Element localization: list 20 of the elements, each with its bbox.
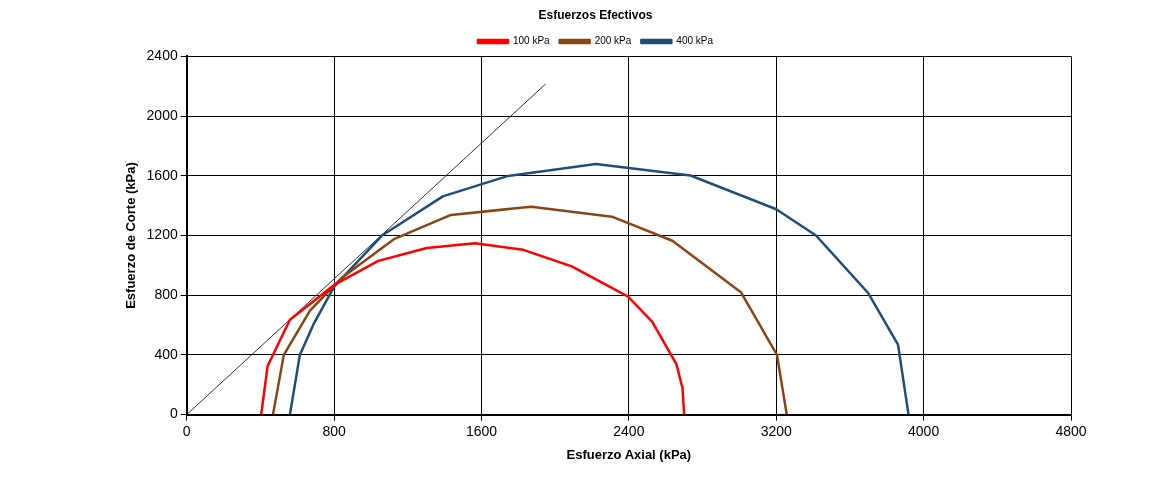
y-tick-label: 1200: [146, 226, 178, 243]
legend-label: 400 kPa: [676, 35, 714, 47]
x-axis-title: Esfuerzo Axial (kPa): [566, 446, 692, 462]
y-axis-title: Esfuerzo de Corte (kPa): [123, 162, 139, 309]
chart-title: Esfuerzos Efectivos: [538, 7, 653, 22]
legend-label: 100 kPa: [512, 35, 551, 47]
x-tick-label: 3200: [760, 422, 793, 439]
x-tick-label: 4000: [908, 422, 940, 439]
y-tick-label: 2400: [146, 47, 178, 64]
x-tick-label: 800: [322, 422, 347, 439]
x-tick-label: 1600: [465, 422, 498, 439]
y-tick-label: 0: [169, 405, 178, 422]
y-tick-label: 400: [154, 345, 178, 362]
x-tick-label: 2400: [613, 422, 645, 439]
x-tick-label: 4800: [1055, 422, 1087, 439]
y-tick-label: 1600: [146, 166, 178, 183]
x-tick-label: 0: [182, 422, 191, 439]
y-tick-label: 2000: [146, 106, 178, 123]
legend-label: 200 kPa: [594, 35, 632, 47]
y-tick-label: 800: [154, 286, 178, 303]
